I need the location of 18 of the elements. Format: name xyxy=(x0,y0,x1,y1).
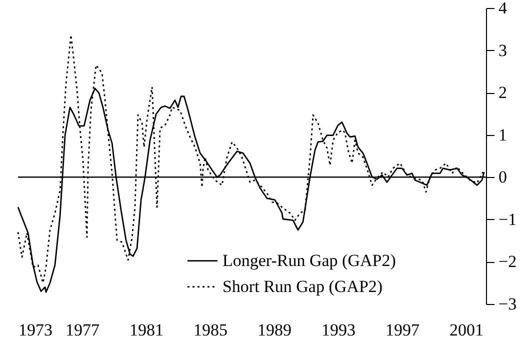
y-tick-label: 2 xyxy=(498,83,507,102)
x-tick-label: 1989 xyxy=(258,320,292,340)
y-tick-label: −2 xyxy=(498,252,517,272)
x-tick-label: 1997 xyxy=(386,320,420,340)
x-tick-label: 1981 xyxy=(130,320,164,340)
x-tick-label: 1977 xyxy=(66,320,100,340)
y-tick-label: −3 xyxy=(498,294,517,314)
x-tick-label: 1993 xyxy=(322,320,356,340)
x-tick-label: 2001 xyxy=(450,320,484,340)
y-tick-label: 0 xyxy=(498,168,507,187)
y-tick-label: 1 xyxy=(498,125,507,144)
y-tick-label: 4 xyxy=(498,0,508,18)
legend-label: Longer-Run Gap (GAP2) xyxy=(222,250,396,270)
legend-label: Short Run Gap (GAP2) xyxy=(222,276,383,296)
x-tick-label: 1985 xyxy=(194,320,228,340)
y-tick-label: −1 xyxy=(498,210,517,229)
x-tick-label: 1973 xyxy=(18,320,52,340)
y-tick-label: 3 xyxy=(498,40,507,60)
